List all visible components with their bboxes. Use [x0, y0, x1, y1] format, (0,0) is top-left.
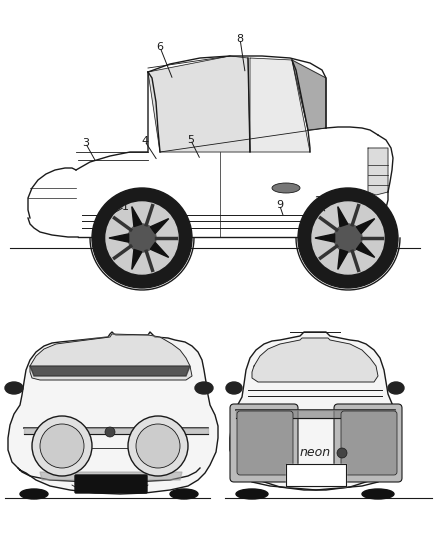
Polygon shape	[292, 60, 326, 130]
Text: 4: 4	[141, 136, 148, 146]
Polygon shape	[8, 332, 218, 494]
Polygon shape	[40, 472, 182, 480]
Circle shape	[106, 202, 178, 274]
Polygon shape	[250, 58, 310, 152]
Polygon shape	[230, 332, 400, 490]
Circle shape	[334, 224, 362, 252]
Circle shape	[128, 224, 156, 252]
Polygon shape	[338, 207, 348, 227]
Circle shape	[40, 424, 84, 468]
Circle shape	[312, 202, 384, 274]
Polygon shape	[30, 334, 192, 380]
Polygon shape	[315, 234, 335, 242]
Polygon shape	[357, 219, 374, 233]
Polygon shape	[109, 234, 129, 242]
Ellipse shape	[195, 382, 213, 394]
Circle shape	[136, 424, 180, 468]
Ellipse shape	[5, 382, 23, 394]
FancyBboxPatch shape	[237, 411, 293, 475]
Circle shape	[105, 427, 115, 437]
FancyBboxPatch shape	[230, 404, 298, 482]
Text: 3: 3	[82, 138, 89, 148]
Circle shape	[298, 188, 398, 288]
Polygon shape	[24, 428, 208, 434]
Ellipse shape	[388, 382, 404, 394]
Ellipse shape	[20, 489, 48, 499]
Ellipse shape	[272, 183, 300, 193]
Polygon shape	[357, 243, 374, 257]
FancyBboxPatch shape	[75, 475, 147, 493]
Ellipse shape	[226, 382, 242, 394]
FancyBboxPatch shape	[334, 404, 402, 482]
Circle shape	[32, 416, 92, 476]
Ellipse shape	[170, 489, 198, 499]
Text: 8: 8	[237, 34, 244, 44]
Circle shape	[337, 448, 347, 458]
FancyBboxPatch shape	[341, 411, 397, 475]
Ellipse shape	[236, 489, 268, 499]
Ellipse shape	[362, 489, 394, 499]
Polygon shape	[252, 338, 378, 382]
Text: 5: 5	[187, 135, 194, 144]
Polygon shape	[150, 219, 169, 233]
Text: 9: 9	[276, 200, 283, 209]
Polygon shape	[236, 410, 395, 418]
Polygon shape	[132, 207, 142, 227]
Polygon shape	[150, 243, 169, 257]
Text: neon: neon	[300, 446, 331, 458]
Polygon shape	[286, 464, 346, 486]
Text: 2: 2	[314, 196, 321, 206]
Text: 1: 1	[121, 202, 128, 212]
Polygon shape	[30, 366, 190, 376]
Polygon shape	[368, 148, 388, 195]
Text: 6: 6	[156, 42, 163, 52]
Circle shape	[92, 188, 192, 288]
Polygon shape	[148, 56, 250, 152]
Polygon shape	[338, 249, 348, 269]
Polygon shape	[132, 249, 142, 269]
Circle shape	[128, 416, 188, 476]
